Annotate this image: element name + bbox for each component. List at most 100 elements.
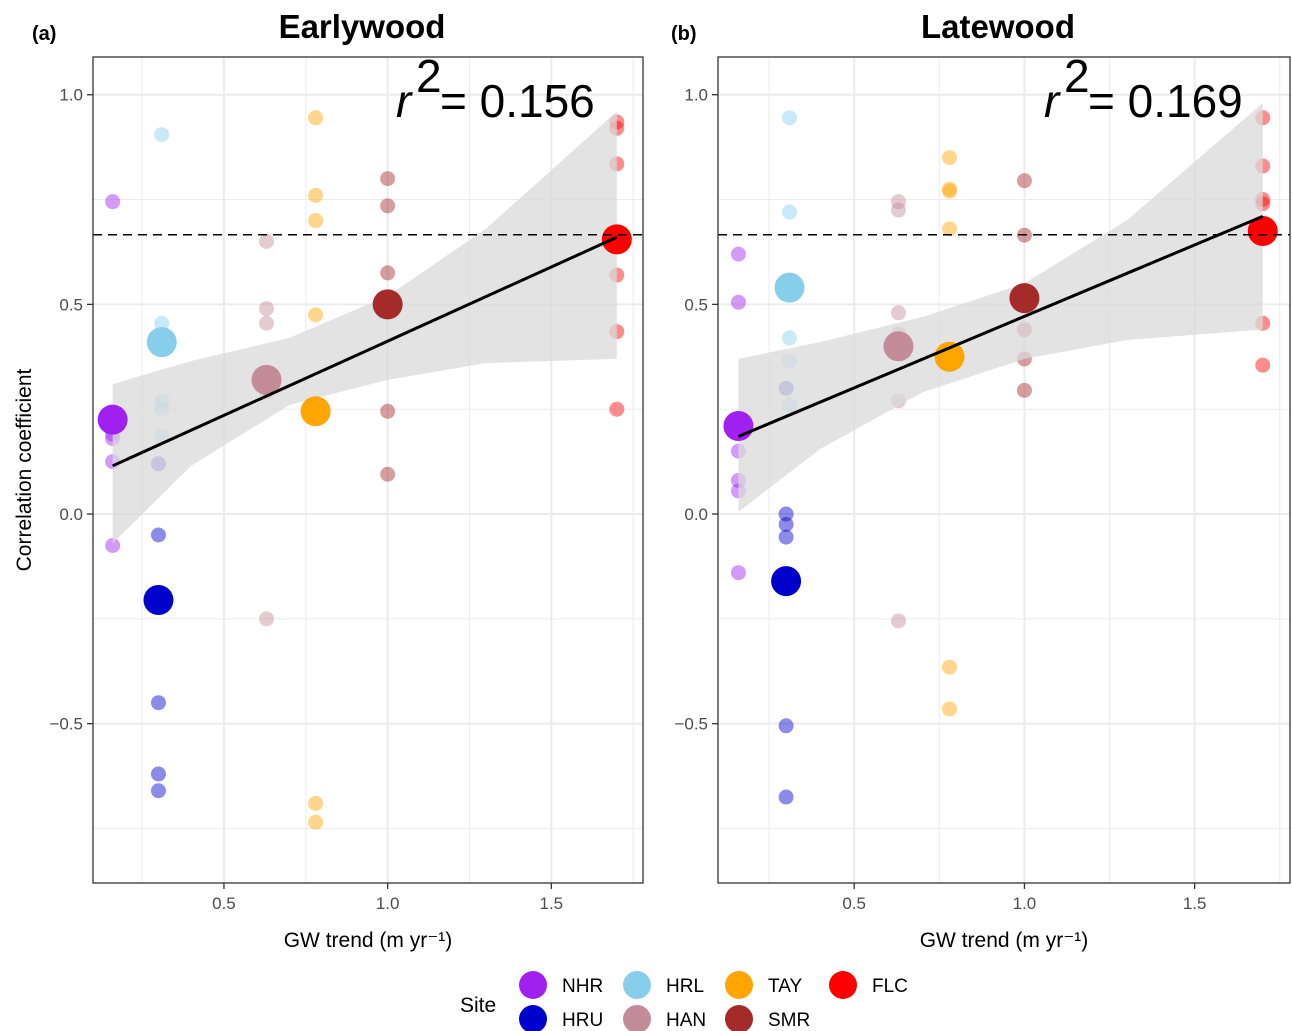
legend-key-nhr [519,971,547,999]
data-point-tay [308,307,324,323]
x-tick-label: 1.0 [376,894,400,913]
r-squared-variable: r [396,75,413,127]
y-tick-label: 0.0 [59,505,83,524]
chart-panels: 0.5 1.0 1.5 −0.5 0.0 0.5 1.0 GW trend (m yr⁻¹) C… [13,8,1291,952]
x-tick-label: 1.5 [540,894,564,913]
site-mean-nhr [723,410,754,441]
legend-key-smr [725,1005,753,1031]
legend-label-smr: SMR [768,1010,810,1031]
data-point-tay [942,181,958,197]
data-point-smr [380,198,396,214]
legend-label-tay: TAY [768,976,802,997]
data-point-hrl [782,204,797,220]
site-mean-smr [1009,283,1040,314]
data-point-han [890,194,906,210]
r-squared-variable: r [1044,75,1061,127]
data-point-hru [778,506,794,522]
site-mean-nhr [97,404,128,435]
panel-border [92,56,644,884]
y-tick-label: 0.5 [684,295,708,314]
data-point-hru [150,527,166,543]
data-point-tay [308,213,324,229]
data-point-han [890,202,906,218]
legend-key-flc [829,971,857,999]
data-point-nhr [730,246,746,262]
legend-label-nhr: NHR [562,976,603,997]
data-point-han [259,315,275,331]
chart-panel-latewood: 0.5 1.0 1.5 −0.5 0.0 0.5 1.0 GW trend (m yr⁻¹) L… [671,8,1291,952]
data-point-nhr [105,537,121,553]
data-point-tay [308,795,324,811]
data-point-hru [778,718,794,734]
data-point-tay [308,110,324,126]
panel-tag: (a) [32,23,56,45]
legend-label-han: HAN [666,1010,706,1031]
site-mean-flc [1247,216,1278,247]
legend-label-hrl: HRL [666,976,704,997]
y-tick-label: 0.0 [684,505,708,524]
data-point-tay [308,187,324,203]
site-legend: Site NHR HRU HRL HAN TAY SMR FLC [460,971,908,1031]
data-point-han [890,613,906,629]
regression-line [112,235,618,468]
site-mean-flc [601,224,632,255]
data-point-tay [942,183,958,199]
x-tick-label: 1.0 [1013,894,1037,913]
data-point-smr [380,466,396,482]
data-point-hrl [782,330,797,346]
r-squared-value: = 0.156 [440,75,595,127]
y-tick-label: −0.5 [49,715,83,734]
site-mean-hrl [774,272,805,303]
data-point-nhr [730,565,746,581]
site-mean-hrl [146,327,177,358]
data-point-hru [150,783,166,799]
data-point-hrl [154,127,170,143]
data-point-hrl [782,110,797,126]
legend-key-hrl [623,971,651,999]
data-point-flc [1255,357,1271,373]
x-tick-label: 0.5 [842,894,866,913]
y-tick-label: 0.5 [59,295,83,314]
panel-title: Latewood [921,8,1075,45]
data-point-hru [778,789,794,805]
y-tick-label: 1.0 [59,86,83,105]
data-point-han [890,305,906,321]
x-tick-label: 0.5 [212,894,236,913]
data-point-flc [609,401,625,417]
data-point-hru [778,517,794,533]
data-point-smr [380,403,396,419]
data-point-smr [1016,382,1032,398]
y-axis-title: Correlation coefficient [13,368,36,571]
y-tick-label: 1.0 [684,86,708,105]
data-point-hru [150,695,166,711]
site-mean-smr [372,289,403,320]
r-squared-value: = 0.169 [1088,75,1243,127]
x-axis-title: GW trend (m yr⁻¹) [920,929,1089,952]
site-mean-hru [143,584,174,615]
data-point-tay [942,659,958,675]
site-mean-han [883,331,914,362]
site-mean-han [251,364,282,395]
data-point-tay [942,150,958,166]
data-point-smr [1016,173,1032,189]
panel-border [717,56,1291,884]
panel-tag: (b) [671,23,697,45]
data-point-han [259,611,275,627]
site-mean-tay [300,396,331,427]
legend-label-hru: HRU [562,1010,603,1031]
legend-key-hru [519,1005,547,1031]
legend-key-tay [725,971,753,999]
legend-key-han [623,1005,651,1031]
x-tick-label: 1.5 [1183,894,1207,913]
data-point-smr [380,265,396,281]
data-point-smr [380,171,396,187]
data-point-han [259,233,275,249]
regression-line [737,214,1264,438]
r-squared-exponent: 2 [416,50,442,102]
data-point-nhr [730,294,746,310]
legend-label-flc: FLC [872,976,908,997]
data-point-tay [308,814,324,830]
data-point-tay [942,221,958,237]
confidence-band [738,103,1263,512]
